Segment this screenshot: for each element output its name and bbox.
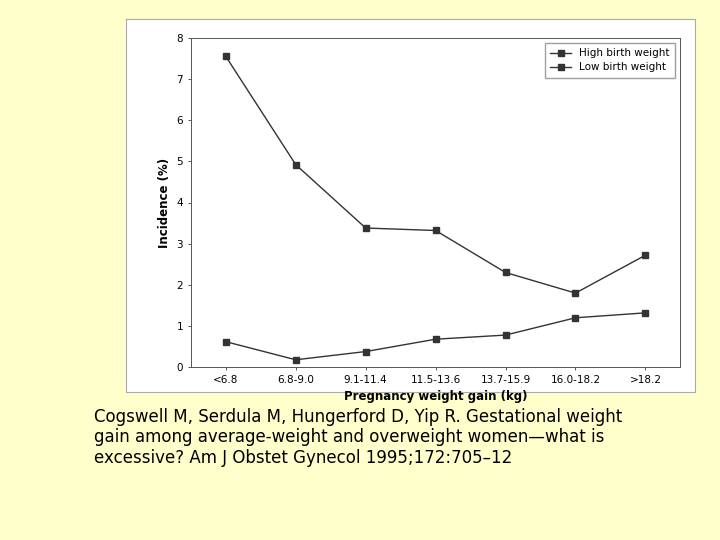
Y-axis label: Incidence (%): Incidence (%) — [158, 158, 171, 247]
Line: High birth weight: High birth weight — [223, 53, 648, 296]
High birth weight — [222, 53, 230, 59]
High birth weight — [292, 161, 300, 168]
High birth weight — [361, 225, 370, 231]
Low birth weight — [361, 348, 370, 355]
Low birth weight — [641, 309, 649, 316]
Legend: High birth weight, Low birth weight: High birth weight, Low birth weight — [545, 43, 675, 78]
Low birth weight — [571, 314, 580, 321]
X-axis label: Pregnancy weight gain (kg): Pregnancy weight gain (kg) — [344, 390, 527, 403]
High birth weight — [501, 269, 510, 276]
Low birth weight — [222, 339, 230, 345]
High birth weight — [571, 290, 580, 296]
High birth weight — [641, 252, 649, 259]
Line: Low birth weight: Low birth weight — [223, 310, 648, 362]
Low birth weight — [501, 332, 510, 339]
Low birth weight — [431, 336, 440, 342]
Text: Cogswell M, Serdula M, Hungerford D, Yip R. Gestational weight
gain among averag: Cogswell M, Serdula M, Hungerford D, Yip… — [94, 408, 622, 467]
Low birth weight — [292, 356, 300, 363]
High birth weight — [431, 227, 440, 234]
